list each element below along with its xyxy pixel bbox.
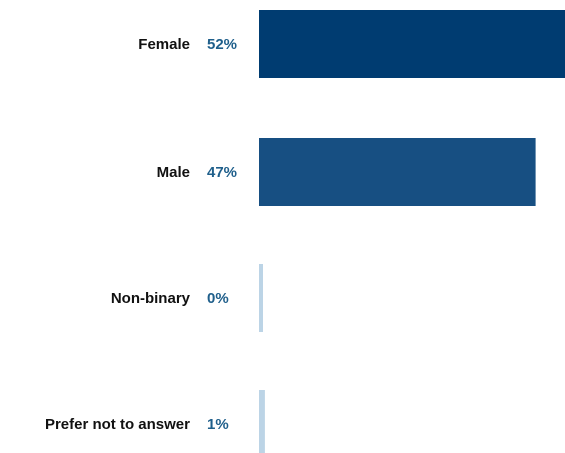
- value-label: 47%: [207, 164, 237, 181]
- bar-male: [259, 138, 536, 206]
- value-label: 1%: [207, 416, 229, 433]
- category-label: Non-binary: [111, 290, 191, 307]
- value-label: 0%: [207, 290, 229, 307]
- bar-female: [259, 10, 565, 78]
- category-label: Female: [138, 36, 190, 53]
- value-label: 52%: [207, 36, 237, 53]
- category-label: Male: [157, 164, 190, 181]
- bar-prefer-not-to-answer: [259, 390, 265, 453]
- category-label: Prefer not to answer: [45, 416, 190, 433]
- bar-non-binary: [259, 264, 263, 332]
